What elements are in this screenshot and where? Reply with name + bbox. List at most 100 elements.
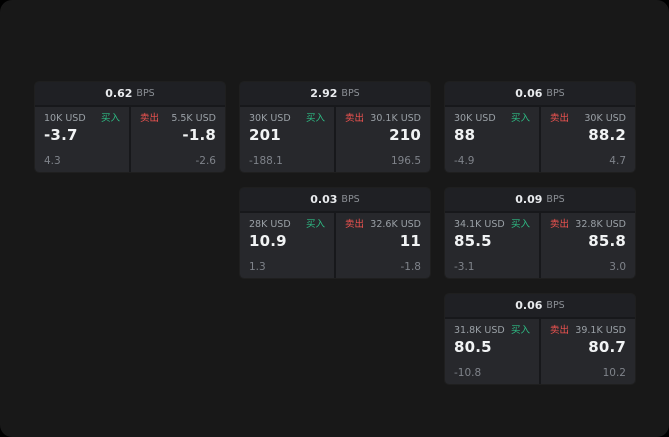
sell-price: 85.8 xyxy=(588,231,626,250)
quote-panels: 28K USD 买入 10.9 1.3 卖出 32.6K USD 11 -1.8 xyxy=(240,211,430,278)
sell-panel[interactable]: 卖出 30.1K USD 210 196.5 xyxy=(336,107,430,172)
buy-label: 买入 xyxy=(100,113,120,124)
quote-panels: 34.1K USD 买入 85.5 -3.1 卖出 32.8K USD 85.8… xyxy=(445,211,635,278)
spread-header: 0.62 BPS xyxy=(35,82,225,105)
sell-amount: 39.1K USD xyxy=(575,325,626,336)
spread-value: 2.92 xyxy=(310,87,338,100)
spread-value: 0.06 xyxy=(515,87,543,100)
sell-panel[interactable]: 卖出 5.5K USD -1.8 -2.6 xyxy=(131,107,225,172)
buy-delta: 1.3 xyxy=(249,260,266,273)
quote-card: 0.06 BPS 31.8K USD 买入 80.5 -10.8 卖出 39.1… xyxy=(445,294,635,384)
sell-amount: 32.8K USD xyxy=(575,219,626,230)
sell-delta: 3.0 xyxy=(609,260,626,273)
buy-panel[interactable]: 30K USD 买入 201 -188.1 xyxy=(240,107,334,172)
spread-value: 0.06 xyxy=(515,299,543,312)
sell-delta: -1.8 xyxy=(400,260,422,273)
sell-label: 卖出 xyxy=(550,219,570,230)
buy-panel-top: 28K USD 买入 xyxy=(249,220,325,230)
sell-panel-top: 卖出 32.8K USD xyxy=(550,220,626,230)
sell-panel[interactable]: 卖出 32.8K USD 85.8 3.0 xyxy=(541,213,635,278)
buy-label: 买入 xyxy=(305,219,325,230)
spread-unit-label: BPS xyxy=(341,194,360,205)
spread-unit-label: BPS xyxy=(546,194,565,205)
buy-price: 10.9 xyxy=(249,231,287,250)
sell-amount: 32.6K USD xyxy=(370,219,421,230)
buy-amount: 31.8K USD xyxy=(454,325,505,336)
sell-panel-top: 卖出 30K USD xyxy=(550,114,626,124)
sell-panel-top: 卖出 32.6K USD xyxy=(345,220,421,230)
buy-price: 201 xyxy=(249,125,281,144)
buy-price: 80.5 xyxy=(454,337,492,356)
quote-panels: 30K USD 买入 201 -188.1 卖出 30.1K USD 210 1… xyxy=(240,105,430,172)
sell-delta: 4.7 xyxy=(609,154,626,167)
buy-price: 85.5 xyxy=(454,231,492,250)
buy-delta: -188.1 xyxy=(249,154,283,167)
spread-value: 0.09 xyxy=(515,193,543,206)
buy-delta: -4.9 xyxy=(454,154,475,167)
buy-panel-top: 34.1K USD 买入 xyxy=(454,220,530,230)
buy-panel[interactable]: 34.1K USD 买入 85.5 -3.1 xyxy=(445,213,539,278)
buy-panel[interactable]: 31.8K USD 买入 80.5 -10.8 xyxy=(445,319,539,384)
buy-amount: 10K USD xyxy=(44,113,86,124)
sell-panel-top: 卖出 30.1K USD xyxy=(345,114,421,124)
quote-panels: 10K USD 买入 -3.7 4.3 卖出 5.5K USD -1.8 -2.… xyxy=(35,105,225,172)
buy-panel[interactable]: 30K USD 买入 88 -4.9 xyxy=(445,107,539,172)
sell-delta: 10.2 xyxy=(602,366,626,379)
sell-label: 卖出 xyxy=(345,113,365,124)
spread-unit-label: BPS xyxy=(136,88,155,99)
spread-unit-label: BPS xyxy=(546,88,565,99)
quote-card: 0.03 BPS 28K USD 买入 10.9 1.3 卖出 32.6K US… xyxy=(240,188,430,278)
spread-header: 0.06 BPS xyxy=(445,82,635,105)
sell-price: 80.7 xyxy=(588,337,626,356)
sell-delta: -2.6 xyxy=(195,154,217,167)
quote-grid: 0.62 BPS 10K USD 买入 -3.7 4.3 卖出 5.5K USD… xyxy=(35,82,635,384)
quote-card: 0.62 BPS 10K USD 买入 -3.7 4.3 卖出 5.5K USD… xyxy=(35,82,225,172)
buy-delta: -3.1 xyxy=(454,260,475,273)
buy-label: 买入 xyxy=(510,219,530,230)
spread-header: 0.06 BPS xyxy=(445,294,635,317)
buy-label: 买入 xyxy=(510,325,530,336)
sell-panel-top: 卖出 39.1K USD xyxy=(550,326,626,336)
sell-price: 88.2 xyxy=(588,125,626,144)
buy-amount: 30K USD xyxy=(249,113,291,124)
sell-panel[interactable]: 卖出 32.6K USD 11 -1.8 xyxy=(336,213,430,278)
quote-card: 0.09 BPS 34.1K USD 买入 85.5 -3.1 卖出 32.8K… xyxy=(445,188,635,278)
buy-panel-top: 10K USD 买入 xyxy=(44,114,120,124)
sell-panel[interactable]: 卖出 39.1K USD 80.7 10.2 xyxy=(541,319,635,384)
sell-amount: 30.1K USD xyxy=(370,113,421,124)
spread-header: 2.92 BPS xyxy=(240,82,430,105)
buy-amount: 34.1K USD xyxy=(454,219,505,230)
spread-unit-label: BPS xyxy=(546,300,565,311)
buy-panel[interactable]: 28K USD 买入 10.9 1.3 xyxy=(240,213,334,278)
buy-price: 88 xyxy=(454,125,476,144)
sell-panel-top: 卖出 5.5K USD xyxy=(140,114,216,124)
sell-label: 卖出 xyxy=(550,113,570,124)
buy-panel-top: 30K USD 买入 xyxy=(249,114,325,124)
buy-panel-top: 31.8K USD 买入 xyxy=(454,326,530,336)
buy-delta: 4.3 xyxy=(44,154,61,167)
quote-card: 0.06 BPS 30K USD 买入 88 -4.9 卖出 30K USD 8… xyxy=(445,82,635,172)
spread-value: 0.62 xyxy=(105,87,133,100)
spread-header: 0.03 BPS xyxy=(240,188,430,211)
buy-amount: 28K USD xyxy=(249,219,291,230)
sell-price: -1.8 xyxy=(182,125,216,144)
spread-unit-label: BPS xyxy=(341,88,360,99)
sell-delta: 196.5 xyxy=(390,154,421,167)
buy-price: -3.7 xyxy=(44,125,78,144)
buy-panel[interactable]: 10K USD 买入 -3.7 4.3 xyxy=(35,107,129,172)
quote-panels: 30K USD 买入 88 -4.9 卖出 30K USD 88.2 4.7 xyxy=(445,105,635,172)
quote-panels: 31.8K USD 买入 80.5 -10.8 卖出 39.1K USD 80.… xyxy=(445,317,635,384)
sell-label: 卖出 xyxy=(345,219,365,230)
quote-card: 2.92 BPS 30K USD 买入 201 -188.1 卖出 30.1K … xyxy=(240,82,430,172)
sell-amount: 30K USD xyxy=(584,113,626,124)
buy-label: 买入 xyxy=(510,113,530,124)
sell-price: 210 xyxy=(389,125,421,144)
buy-label: 买入 xyxy=(305,113,325,124)
buy-panel-top: 30K USD 买入 xyxy=(454,114,530,124)
sell-panel[interactable]: 卖出 30K USD 88.2 4.7 xyxy=(541,107,635,172)
sell-label: 卖出 xyxy=(550,325,570,336)
spread-value: 0.03 xyxy=(310,193,338,206)
sell-label: 卖出 xyxy=(140,113,160,124)
buy-delta: -10.8 xyxy=(454,366,482,379)
